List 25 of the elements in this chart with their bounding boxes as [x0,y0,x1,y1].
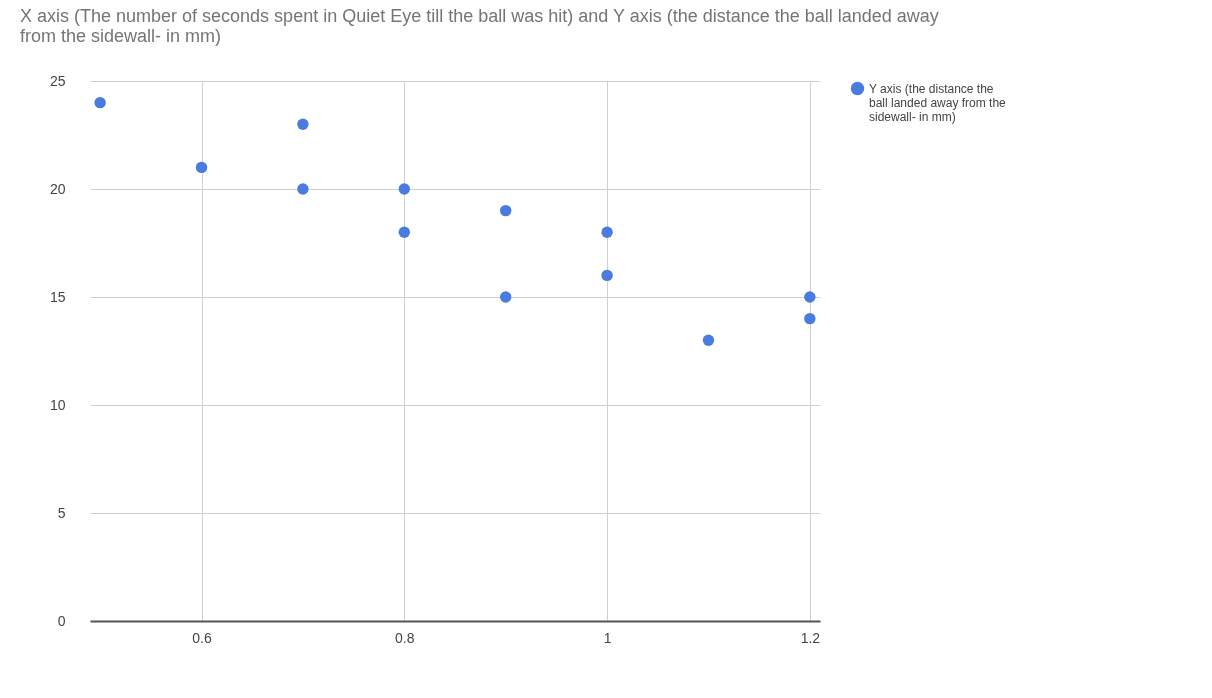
y-tick-label: 25 [49,72,66,89]
x-tick-label: 0.6 [192,629,212,646]
point [94,96,106,109]
point [499,204,512,217]
point [804,312,816,325]
point [499,291,512,303]
x-tick-label: 1.2 [800,629,821,646]
point [702,334,715,346]
y-tick-label: 5 [57,504,66,521]
point [601,269,613,282]
point [398,183,411,195]
point [804,291,816,303]
y-tick-label: 0 [57,612,66,629]
point [297,183,309,195]
point [601,226,613,238]
legend-label: Y axis (the distance the ball landed away from the sidewall- in mm) [869,81,1007,124]
y-tick-label: 20 [49,180,66,197]
y-tick-label: 15 [49,288,66,305]
x-tick-label: 0.8 [395,629,415,646]
point [297,118,309,130]
x-tick-label: 1 [603,629,612,646]
point [398,226,411,238]
y-tick-label: 10 [49,396,66,413]
chart-title: X axis (The number of seconds spent in Quiet Eye till the ball was hit) and Y axis (the distance the ball landed away from the sidewall- in mm) [20,6,939,46]
point [195,161,208,174]
